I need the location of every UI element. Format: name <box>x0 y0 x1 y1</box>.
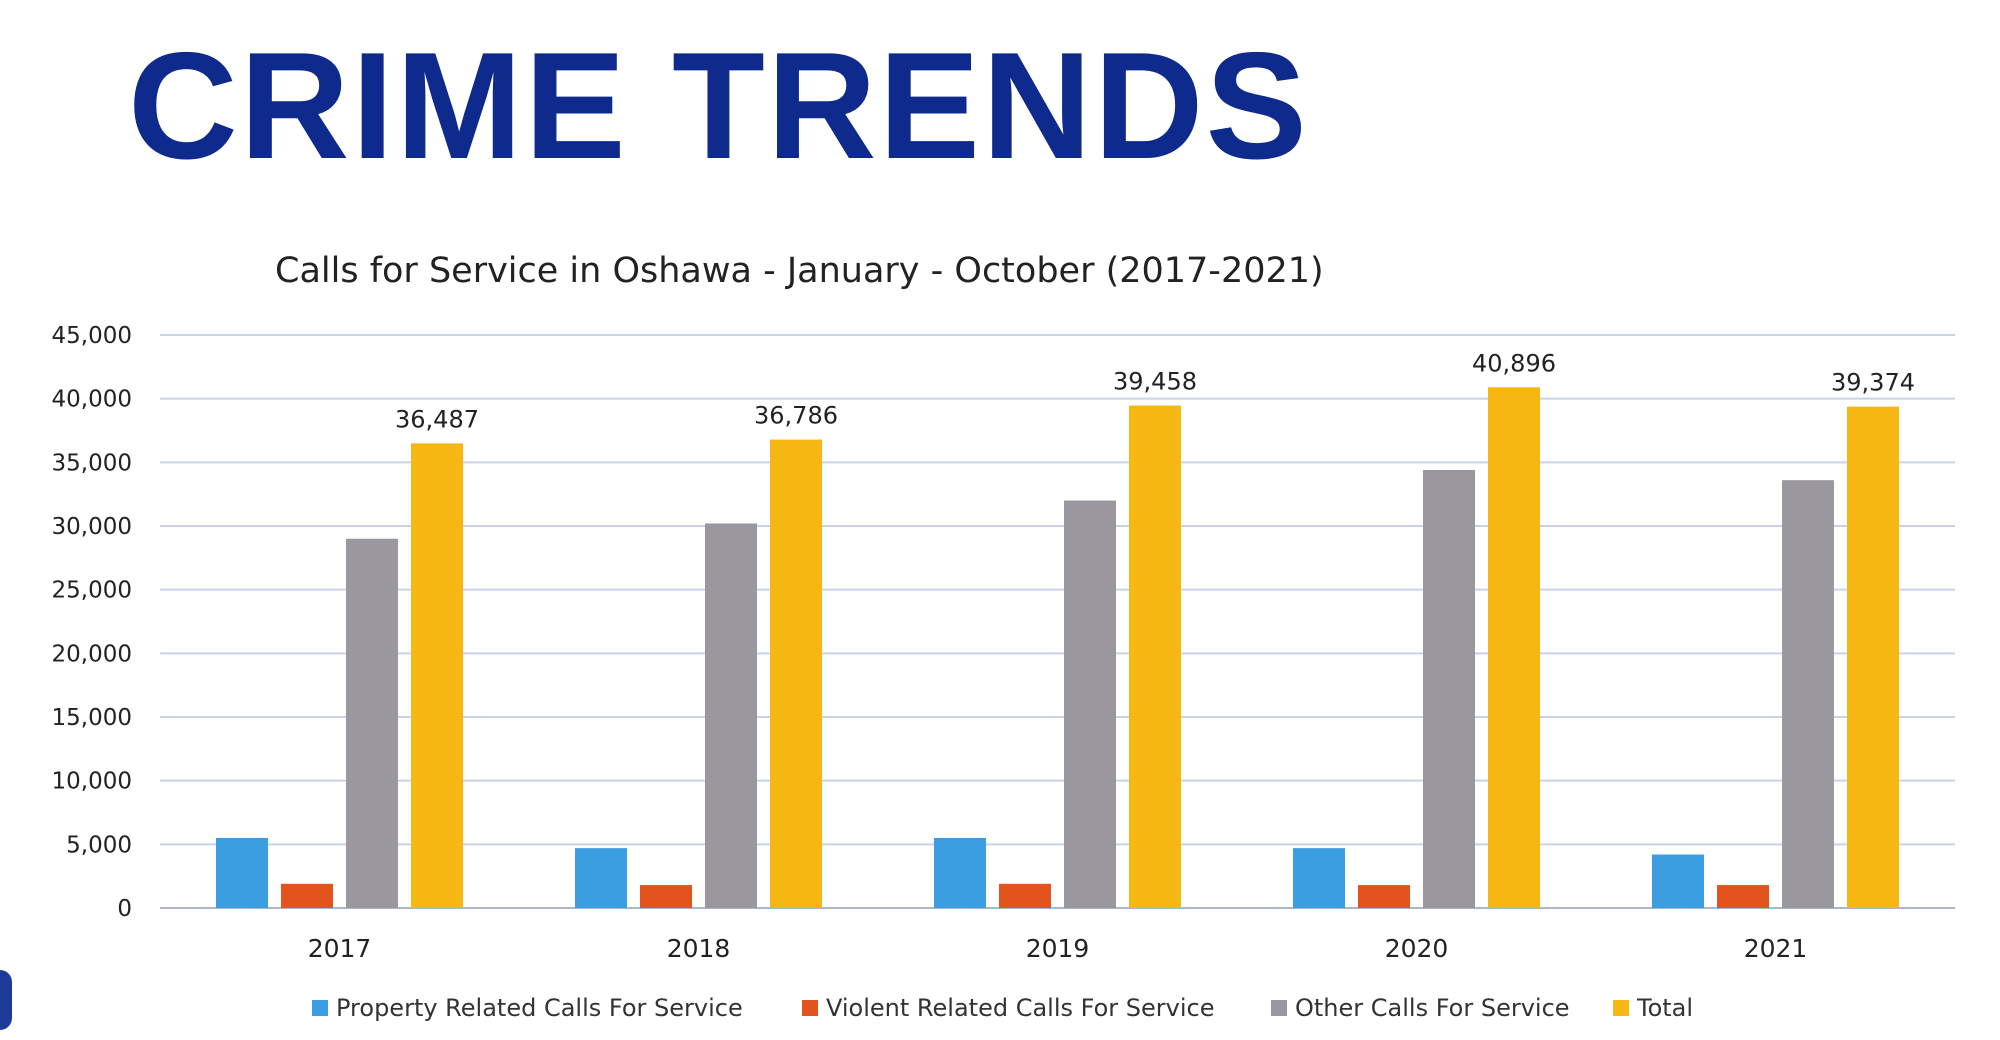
bar <box>999 883 1051 908</box>
bar <box>1129 405 1181 908</box>
bar <box>1782 480 1834 908</box>
bar <box>770 439 822 908</box>
decorative-edge-shape <box>0 970 12 1030</box>
data-label: 39,458 <box>1113 368 1197 396</box>
legend-swatch <box>1613 1000 1629 1016</box>
y-tick-label: 25,000 <box>52 578 132 604</box>
bar <box>575 848 627 908</box>
bar <box>1064 500 1116 908</box>
data-label: 36,786 <box>754 402 838 430</box>
bar <box>705 523 757 908</box>
bar <box>281 883 333 908</box>
x-tick-label: 2019 <box>1026 934 1090 963</box>
bar <box>216 837 268 908</box>
y-tick-label: 35,000 <box>52 450 132 476</box>
page-heading: CRIME TRENDS <box>128 21 1309 191</box>
legend-swatch <box>802 1000 818 1016</box>
data-labels: 36,487 36,786 39,458 40,896 39,374 <box>395 349 1915 433</box>
y-axis-ticks: 0 5,000 10,000 15,000 20,000 25,000 30,000 35,0… <box>52 323 132 922</box>
bars <box>216 387 1899 909</box>
y-tick-label: 0 <box>117 896 132 922</box>
y-tick-label: 10,000 <box>52 769 132 795</box>
bar <box>1423 469 1475 908</box>
chart-title: Calls for Service in Oshawa - January - … <box>275 251 1324 291</box>
bar <box>1293 848 1345 908</box>
bar <box>934 837 986 908</box>
legend-swatch <box>312 1000 328 1016</box>
legend-label: Total <box>1636 994 1693 1022</box>
bar <box>346 538 398 908</box>
bar <box>411 443 463 908</box>
legend-label: Violent Related Calls For Service <box>826 994 1214 1022</box>
x-tick-label: 2018 <box>667 934 731 963</box>
x-axis-ticks: 2017 2018 2019 2020 2021 <box>308 934 1808 963</box>
data-label: 39,374 <box>1831 369 1915 397</box>
y-tick-label: 15,000 <box>52 705 132 731</box>
bar <box>1358 885 1410 908</box>
bar <box>640 885 692 908</box>
x-tick-label: 2021 <box>1744 934 1808 963</box>
x-tick-label: 2017 <box>308 934 372 963</box>
y-tick-label: 30,000 <box>52 514 132 540</box>
legend-label: Property Related Calls For Service <box>336 994 743 1022</box>
legend-label: Other Calls For Service <box>1295 994 1570 1022</box>
data-label: 40,896 <box>1472 349 1556 377</box>
y-tick-label: 20,000 <box>52 641 132 667</box>
y-tick-label: 40,000 <box>52 387 132 413</box>
y-tick-label: 5,000 <box>66 832 132 858</box>
y-tick-label: 45,000 <box>52 323 132 349</box>
bar <box>1488 387 1540 909</box>
bar <box>1847 406 1899 908</box>
legend: Property Related Calls For Service Violen… <box>312 994 1693 1022</box>
x-tick-label: 2020 <box>1385 934 1449 963</box>
bar <box>1717 885 1769 908</box>
legend-swatch <box>1271 1000 1287 1016</box>
bar <box>1652 854 1704 908</box>
data-label: 36,487 <box>395 405 479 433</box>
